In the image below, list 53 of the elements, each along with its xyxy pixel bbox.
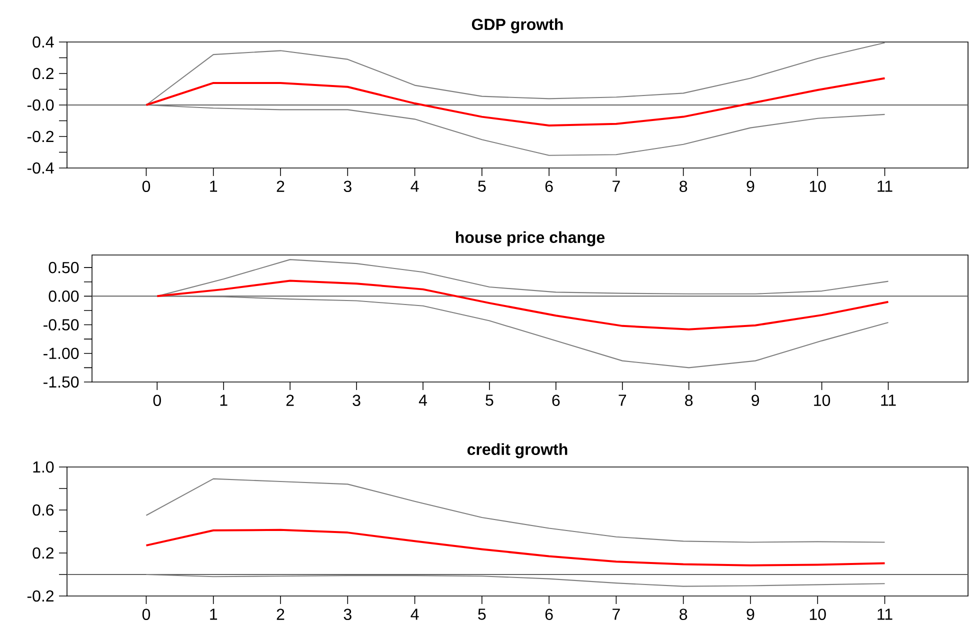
y-tick-label: 0.4 (32, 36, 54, 48)
x-tick-label: 7 (612, 608, 620, 620)
x-tick-label: 9 (752, 394, 760, 406)
x-tick-label: 6 (552, 394, 560, 406)
x-tick-label: 6 (545, 608, 553, 620)
y-tick-label: 0.00 (48, 290, 79, 302)
x-tick-label: 7 (612, 180, 620, 192)
y-tick-label: -0.0 (27, 99, 54, 111)
x-tick-label: 1 (210, 180, 218, 192)
y-tick-label: -0.50 (44, 319, 79, 330)
y-tick-label: -1.00 (44, 348, 79, 360)
x-tick-label: 5 (478, 180, 486, 192)
x-tick-label: 10 (814, 394, 830, 406)
x-tick-label: 10 (810, 180, 826, 192)
x-tick-label: 6 (545, 180, 553, 192)
x-tick-label: 2 (286, 394, 294, 406)
x-tick-label: 4 (410, 608, 419, 620)
x-tick-label: 4 (410, 180, 419, 192)
y-tick-label: 0.2 (32, 68, 54, 80)
x-tick-label: 8 (680, 180, 688, 192)
x-tick-label: 8 (680, 608, 688, 620)
x-tick-label: 11 (881, 394, 896, 406)
y-tick-label: -0.2 (27, 130, 54, 142)
x-tick-label: 9 (746, 180, 754, 192)
y-tick-label: 1.0 (33, 461, 54, 473)
y-tick-label: -0.4 (27, 162, 54, 174)
x-tick-label: 10 (810, 608, 826, 620)
x-tick-label: 2 (276, 608, 284, 620)
x-tick-label: 1 (220, 394, 228, 406)
x-tick-label: 2 (276, 180, 284, 192)
x-tick-label: 3 (352, 394, 360, 406)
chart-title: house price change (456, 231, 605, 246)
y-tick-label: 0.6 (32, 504, 54, 516)
x-tick-label: 8 (685, 394, 693, 406)
x-tick-label: 0 (153, 394, 161, 406)
x-tick-label: 0 (142, 608, 150, 620)
x-tick-label: 4 (418, 394, 427, 406)
x-tick-label: 3 (344, 608, 352, 620)
x-tick-label: 9 (746, 608, 754, 620)
x-tick-label: 0 (142, 180, 150, 192)
y-tick-label: -0.2 (27, 590, 54, 602)
chart-title: credit growth (467, 443, 568, 458)
chart-title: GDP growth (472, 18, 563, 34)
y-tick-label: -1.50 (44, 376, 79, 388)
y-tick-label: 0.50 (48, 262, 79, 274)
x-tick-label: 1 (210, 608, 218, 620)
y-tick-label: 0.2 (32, 547, 54, 559)
x-tick-label: 3 (344, 180, 352, 192)
x-tick-label: 7 (618, 394, 626, 406)
x-tick-label: 5 (486, 394, 494, 406)
x-tick-label: 11 (878, 180, 892, 192)
x-tick-label: 5 (478, 608, 486, 620)
x-tick-label: 11 (878, 608, 892, 620)
